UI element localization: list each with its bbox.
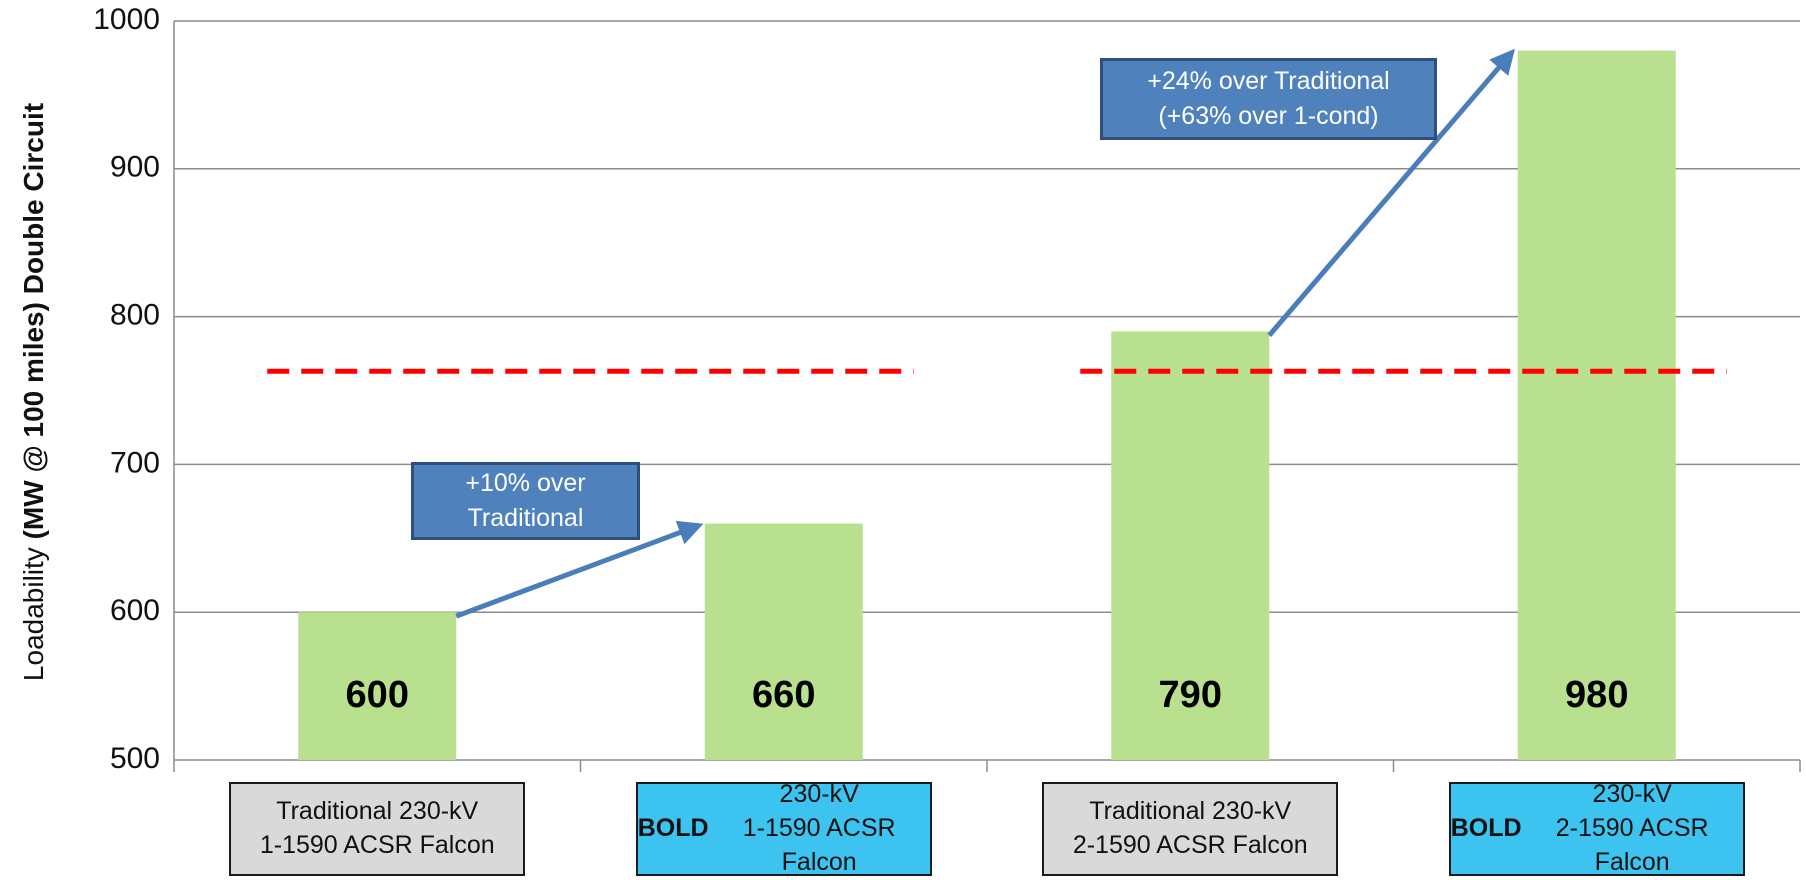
y-axis-label-bold: (MW @ 100 miles) Double Circuit xyxy=(18,103,49,539)
value-label: 790 xyxy=(1159,674,1222,716)
y-tick-label: 1000 xyxy=(93,3,160,36)
annotation: +24% over Traditional (+63% over 1-cond) xyxy=(1100,58,1437,140)
y-tick-label: 900 xyxy=(110,151,160,184)
bar xyxy=(705,524,863,760)
y-axis-label: Loadability (MW @ 100 miles) Double Circ… xyxy=(18,103,49,681)
bar xyxy=(1518,51,1676,760)
y-tick-label: 700 xyxy=(110,446,160,479)
page: Loadability (MW @ 100 miles) Double Circ… xyxy=(0,0,1806,880)
x-tick-label: BOLD 230-kV 2-1590 ACSR Falcon xyxy=(1449,782,1745,876)
value-label: 660 xyxy=(752,674,815,716)
x-tick-label: BOLD 230-kV 1-1590 ACSR Falcon xyxy=(636,782,932,876)
annotation: +10% over Traditional xyxy=(411,462,640,540)
y-tick-label: 600 xyxy=(110,594,160,627)
y-tick-label: 500 xyxy=(110,742,160,775)
chart: Loadability (MW @ 100 miles) Double Circ… xyxy=(0,0,1806,880)
y-axis-label-plain: Loadability xyxy=(18,547,49,681)
y-tick-label: 800 xyxy=(110,299,160,332)
x-tick-label: Traditional 230-kV 1-1590 ACSR Falcon xyxy=(229,782,525,876)
x-tick-label: Traditional 230-kV 2-1590 ACSR Falcon xyxy=(1042,782,1338,876)
value-label: 600 xyxy=(346,674,409,716)
value-label: 980 xyxy=(1565,674,1628,716)
